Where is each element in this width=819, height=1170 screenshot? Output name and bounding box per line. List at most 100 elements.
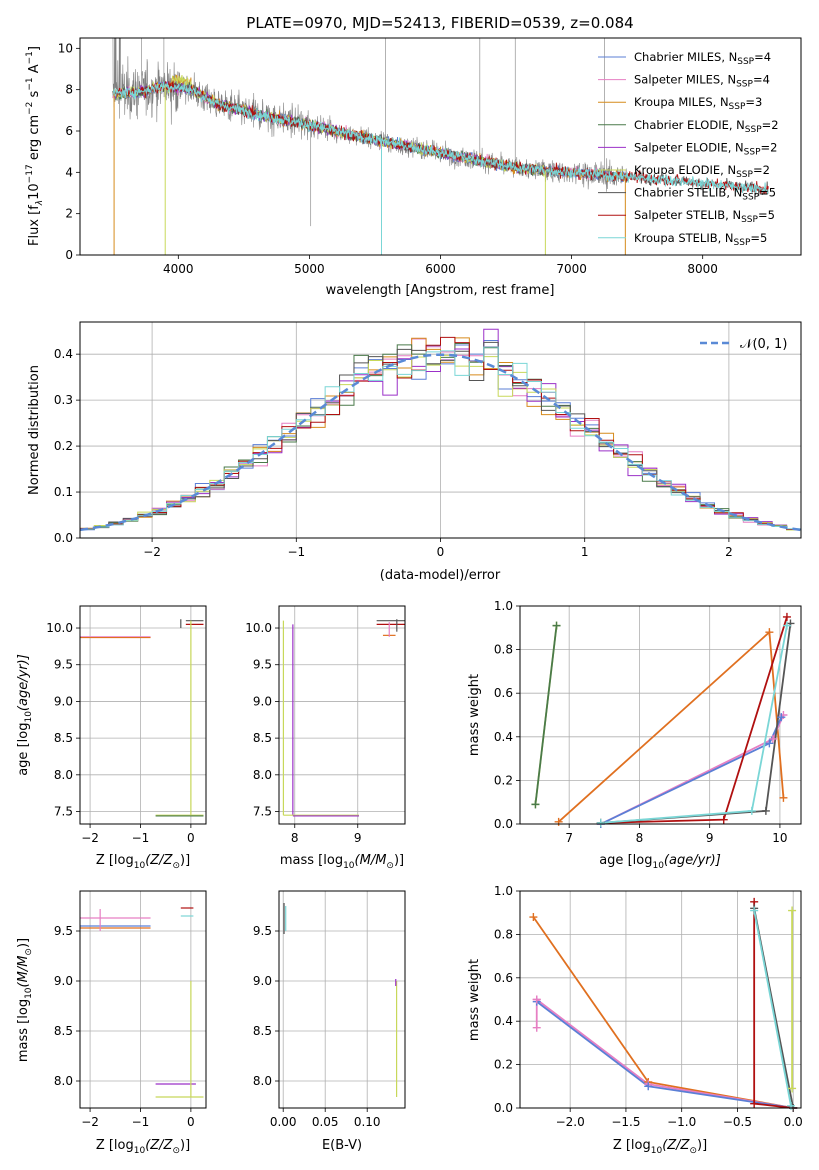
- x-tick-label: 2: [725, 545, 733, 559]
- weight-point: [765, 628, 774, 637]
- model-spectrum-kroupa_stelib: [112, 81, 769, 194]
- x-tick-label: 7: [565, 831, 573, 845]
- x-tick-label: −1.0: [667, 1115, 696, 1129]
- residual-histogram-kroupa_stelib: [80, 346, 801, 530]
- residuals-legend: 𝒩(0, 1): [700, 337, 787, 352]
- residual-histogram-salpeter_elodie: [80, 328, 801, 530]
- normal-curve: [80, 353, 801, 532]
- spectrum-title: PLATE=0970, MJD=52413, FIBERID=0539, z=0…: [246, 14, 633, 32]
- y-tick-label: 7.5: [253, 805, 272, 819]
- weight-point: [788, 906, 797, 915]
- y-tick-label: 0.2: [494, 1058, 513, 1072]
- weight-point: [782, 612, 791, 621]
- y-tick-label: 8.0: [54, 768, 73, 782]
- weight-point: [779, 793, 788, 802]
- x-tick-label: 4000: [163, 262, 194, 276]
- residuals-panel: −2 −1 0 1 2 0.0 0.1 0.2 0.3 0.4 (data-model)/erro…: [27, 321, 802, 583]
- legend-entry: Chabrier ELODIE, NSSP=2: [634, 118, 779, 135]
- y-tick-label: 8.0: [253, 768, 272, 782]
- legend-entry: Chabrier MILES, NSSP=4: [634, 50, 771, 67]
- weight-point: [552, 621, 561, 630]
- residual-histogram-chabrier_stelib: [80, 341, 801, 530]
- age-vs-mass-x-label: mass [log10(M/M⊙)]: [280, 853, 404, 871]
- legend-entry: Salpeter STELIB, NSSP=5: [634, 208, 775, 225]
- y-tick-label: 0.0: [54, 531, 73, 545]
- residuals-x-label: (data-model)/error: [380, 568, 501, 583]
- mass-vs-z-x-label: Z [log10(Z/Z⊙)]: [96, 1138, 190, 1156]
- y-tick-label: 7.5: [54, 805, 73, 819]
- x-tick-label: −2: [81, 1115, 99, 1129]
- legend-entry: Kroupa ELODIE, NSSP=2: [634, 163, 770, 180]
- x-tick-label: 0: [187, 1115, 195, 1129]
- x-tick-label: 0: [187, 831, 195, 845]
- x-tick-label: 0.00: [270, 1115, 297, 1129]
- x-tick-label: 6000: [425, 262, 456, 276]
- y-tick-label: 0.0: [494, 1101, 513, 1115]
- x-tick-label: 10: [772, 831, 787, 845]
- weight-point: [768, 734, 777, 743]
- y-tick-label: 0: [65, 248, 73, 262]
- y-tick-label: 10.0: [245, 621, 272, 635]
- y-tick-label: 0.2: [494, 773, 513, 787]
- y-tick-label: 8.5: [253, 731, 272, 745]
- weight-line-chabrier_elodie: [534, 625, 558, 805]
- x-tick-label: −1: [132, 1115, 150, 1129]
- y-tick-label: 9.5: [253, 658, 272, 672]
- y-tick-label: 0.4: [494, 730, 513, 744]
- spectrum-legend: Chabrier MILES, NSSP=4 Salpeter MILES, NS…: [598, 50, 779, 248]
- x-tick-label: 0.0: [784, 1115, 803, 1129]
- legend-entry: Kroupa MILES, NSSP=3: [634, 95, 762, 112]
- y-tick-label: 8.5: [54, 1024, 73, 1038]
- x-tick-label: 0.05: [312, 1115, 339, 1129]
- mass-vs-ebv-x-label: E(B-V): [322, 1138, 362, 1153]
- weight-point: [750, 906, 759, 915]
- y-tick-label: 0.8: [494, 927, 513, 941]
- age-vs-z-panel: −2 −1 0 7.5 8.0 8.5 9.0 9.5 10.0 Z [log10(Z/Z⊙)]…: [16, 605, 207, 871]
- y-tick-label: 0.2: [54, 439, 73, 453]
- massweight-vs-age-x-label: age [log10(age/yr)]: [599, 853, 721, 871]
- spectrum-x-label: wavelength [Angstrom, rest frame]: [326, 283, 555, 298]
- weight-point: [747, 806, 756, 815]
- y-tick-label: 9.5: [253, 924, 272, 938]
- weight-point: [719, 815, 728, 824]
- y-tick-label: 0.8: [494, 643, 513, 657]
- residual-histogram-salpeter_stelib: [80, 336, 801, 530]
- weight-point: [782, 621, 791, 630]
- y-tick-label: 9.0: [253, 974, 272, 988]
- x-tick-label: 7000: [556, 262, 587, 276]
- y-tick-label: 10: [58, 41, 73, 55]
- y-tick-label: 0.6: [494, 686, 513, 700]
- x-tick-label: 0.10: [354, 1115, 381, 1129]
- age-vs-z-x-label: Z [log10(Z/Z⊙)]: [96, 853, 190, 871]
- massweight-vs-z-x-label: Z [log10(Z/Z⊙)]: [613, 1138, 707, 1156]
- weight-point: [531, 800, 540, 809]
- age-vs-z-y-label: age [log10(age/yr)]: [16, 654, 34, 776]
- x-tick-label: 9: [706, 831, 714, 845]
- y-tick-label: 2: [65, 207, 73, 221]
- x-tick-label: 5000: [294, 262, 325, 276]
- y-tick-label: 1.0: [494, 884, 513, 898]
- y-tick-label: 0.1: [54, 485, 73, 499]
- mass-vs-ebv-panel: 0.00 0.05 0.10 8.0 8.5 9.0 9.5 E(B-V): [253, 890, 406, 1153]
- weight-point: [529, 913, 538, 922]
- x-tick-label: 1: [581, 545, 589, 559]
- x-tick-label: −2: [81, 831, 99, 845]
- weight-point: [644, 1082, 653, 1091]
- mass-vs-z-panel: −2 −1 0 8.0 8.5 9.0 9.5 Z [log10(Z/Z⊙)] mass […: [16, 890, 207, 1156]
- x-tick-label: −2.0: [556, 1115, 585, 1129]
- legend-entry: Kroupa STELIB, NSSP=5: [634, 231, 767, 248]
- mass-vs-z-y-label: mass [log10(M/M⊙)]: [16, 938, 34, 1062]
- massweight-vs-z-y-label: mass weight: [467, 959, 482, 1041]
- x-tick-label: 8: [636, 831, 644, 845]
- weight-point: [532, 995, 541, 1004]
- y-tick-label: 9.5: [54, 924, 73, 938]
- y-tick-label: 9.0: [54, 974, 73, 988]
- x-tick-label: −1: [132, 831, 150, 845]
- x-tick-label: 8000: [687, 262, 718, 276]
- legend-entry: Salpeter ELODIE, NSSP=2: [634, 140, 777, 157]
- y-tick-label: 8.5: [253, 1024, 272, 1038]
- residuals-legend-label: 𝒩(0, 1): [740, 337, 787, 352]
- y-tick-label: 4: [65, 165, 73, 179]
- massweight-vs-age-y-label: mass weight: [467, 674, 482, 756]
